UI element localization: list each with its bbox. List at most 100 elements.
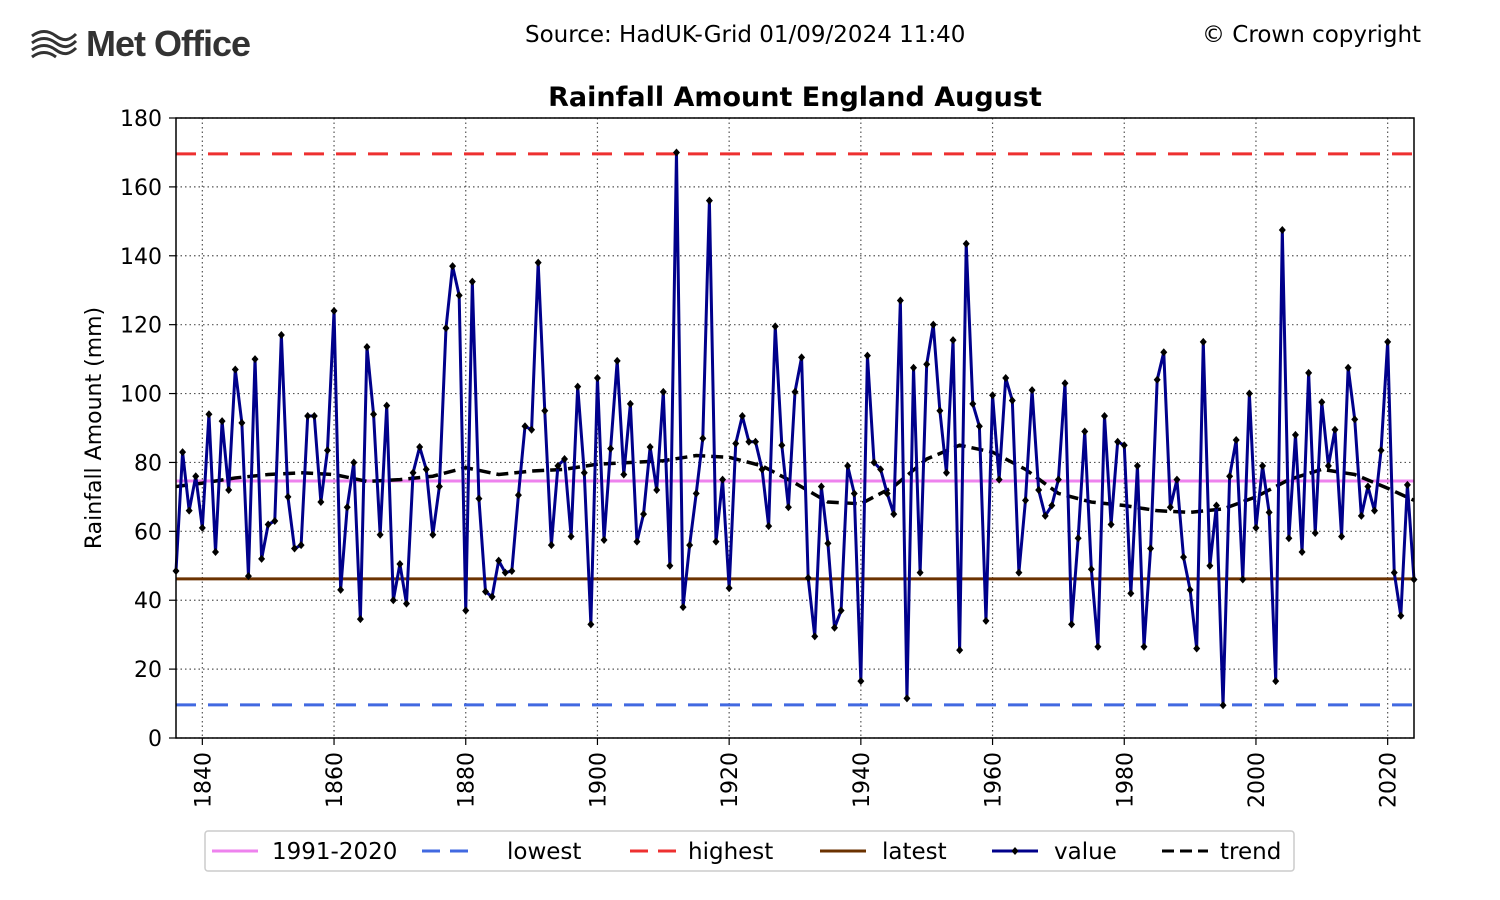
value-point xyxy=(995,475,1003,484)
value-point xyxy=(607,444,615,453)
value-point xyxy=(1364,482,1372,491)
value-point xyxy=(1324,461,1332,470)
value-point xyxy=(1272,677,1280,686)
x-tick-label: 1940 xyxy=(850,752,875,808)
value-point xyxy=(916,568,924,577)
value-point xyxy=(1390,568,1398,577)
y-tick-label: 60 xyxy=(134,520,162,545)
value-point xyxy=(376,530,384,539)
value-point xyxy=(870,458,878,467)
value-point xyxy=(198,523,206,532)
value-point xyxy=(784,503,792,512)
value-point xyxy=(1285,534,1293,543)
value-point xyxy=(890,510,898,519)
value-point xyxy=(1081,427,1089,436)
value-point xyxy=(877,465,885,474)
value-point xyxy=(705,196,713,205)
value-point xyxy=(1212,501,1220,510)
value-point xyxy=(587,620,595,629)
value-point xyxy=(185,506,193,515)
value-point xyxy=(1120,441,1128,450)
value-point xyxy=(929,320,937,329)
value-point xyxy=(719,475,727,484)
value-point xyxy=(1331,425,1339,434)
value-point xyxy=(1147,544,1155,553)
value-point xyxy=(1377,446,1385,455)
value-point xyxy=(1094,642,1102,651)
value-point xyxy=(508,566,516,575)
value-point xyxy=(1265,508,1273,517)
value-point xyxy=(501,568,509,577)
value-point xyxy=(475,494,483,503)
value-point xyxy=(1107,520,1115,529)
value-point xyxy=(192,472,200,481)
value-point xyxy=(462,606,470,615)
value-point xyxy=(903,694,911,703)
y-tick-label: 120 xyxy=(120,314,162,339)
value-point xyxy=(804,573,812,582)
value-point xyxy=(1002,374,1010,383)
y-tick-label: 180 xyxy=(120,107,162,132)
x-tick-label: 1840 xyxy=(191,752,216,808)
value-point xyxy=(277,331,285,339)
legend-label-trend: trend xyxy=(1220,839,1281,865)
value-point xyxy=(495,556,503,565)
value-point xyxy=(745,437,753,446)
value-point xyxy=(659,387,667,396)
value-point xyxy=(422,465,430,474)
value-point xyxy=(1180,553,1188,562)
value-point xyxy=(1370,506,1378,515)
value-point xyxy=(600,535,608,544)
value-point xyxy=(692,489,700,498)
chart-title: Rainfall Amount England August xyxy=(548,82,1042,113)
value-point xyxy=(653,486,661,494)
value-point xyxy=(910,363,918,372)
value-point xyxy=(883,489,891,498)
value-point xyxy=(561,455,569,463)
value-point xyxy=(304,411,312,420)
value-point xyxy=(732,439,740,448)
y-tick-label: 0 xyxy=(148,727,162,752)
value-point xyxy=(1193,644,1201,653)
value-point xyxy=(449,262,457,271)
value-point xyxy=(1008,396,1016,405)
value-point xyxy=(1239,575,1247,584)
value-point xyxy=(1153,375,1161,384)
value-point xyxy=(541,406,549,415)
value-point xyxy=(1140,642,1148,651)
value-point xyxy=(396,560,404,569)
value-point xyxy=(258,554,266,563)
value-point xyxy=(1305,368,1313,377)
value-point xyxy=(1068,620,1076,629)
value-layer xyxy=(172,148,1418,710)
value-point xyxy=(482,587,489,596)
value-point xyxy=(765,522,773,531)
value-point xyxy=(574,382,582,391)
value-point xyxy=(975,422,983,431)
value-point xyxy=(1298,548,1306,556)
x-tick-label: 1900 xyxy=(586,752,611,808)
value-point xyxy=(264,520,272,529)
value-point xyxy=(1061,379,1069,388)
value-point xyxy=(389,596,397,605)
legend-label-value: value xyxy=(1054,839,1117,865)
value-point xyxy=(1351,415,1359,424)
value-point xyxy=(837,606,845,615)
value-point xyxy=(633,537,641,546)
reference-lines xyxy=(176,152,1414,707)
copyright-text: © Crown copyright xyxy=(1202,22,1422,48)
value-point xyxy=(567,532,575,541)
legend-label-highest: highest xyxy=(688,839,773,865)
value-point xyxy=(1384,337,1392,346)
value-point xyxy=(1397,611,1405,620)
value-point xyxy=(205,410,213,419)
value-point xyxy=(1232,436,1240,445)
value-point xyxy=(231,365,239,374)
value-point xyxy=(1338,532,1346,541)
value-point xyxy=(343,503,351,512)
y-tick-label: 80 xyxy=(134,451,162,476)
value-point xyxy=(212,548,220,556)
met-office-waves-icon xyxy=(31,30,78,59)
value-point xyxy=(1114,437,1122,446)
y-tick-label: 140 xyxy=(120,245,162,270)
